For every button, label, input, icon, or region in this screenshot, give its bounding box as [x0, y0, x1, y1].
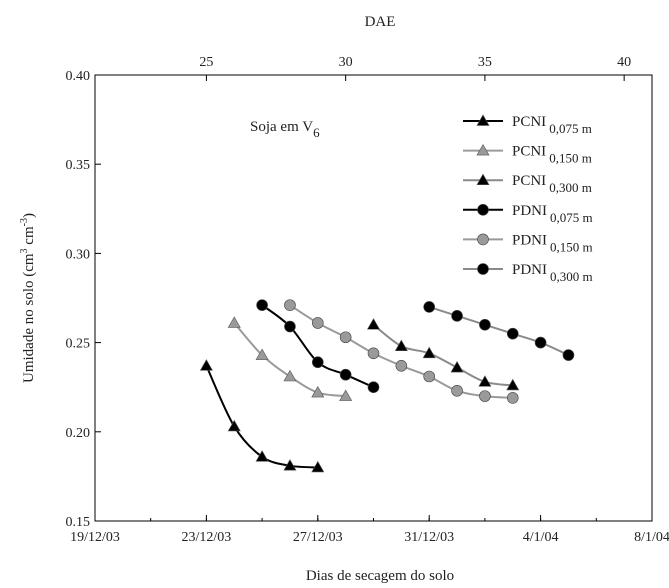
- stage-annotation: Soja em V6: [250, 119, 320, 140]
- y-tick-label: 0.40: [66, 69, 91, 84]
- data-point: [227, 419, 241, 432]
- x-tick-label: 8/1/04: [634, 530, 669, 545]
- legend-item: PDNI 0,150 m: [463, 232, 593, 254]
- data-point: [284, 299, 296, 311]
- data-point: [450, 360, 464, 373]
- data-point: [339, 389, 353, 401]
- legend-label: PDNI 0,075 m: [512, 203, 593, 225]
- data-point: [311, 356, 324, 369]
- data-point: [284, 320, 296, 333]
- y-tick-label: 0.35: [66, 158, 91, 173]
- series-line: [372, 323, 513, 387]
- series-1: [227, 316, 353, 401]
- legend-label: PCNI 0,075 m: [512, 114, 592, 136]
- x-tick-label: 27/12/03: [293, 530, 343, 545]
- data-point: [199, 359, 213, 371]
- series-line: [233, 322, 346, 398]
- data-point: [255, 450, 269, 462]
- data-point: [451, 310, 463, 322]
- series-line: [289, 304, 513, 399]
- x2-tick-label: 30: [339, 55, 353, 70]
- legend-marker: [476, 173, 490, 185]
- series-5: [423, 301, 575, 361]
- legend-item: PCNI 0,300 m: [463, 173, 592, 195]
- data-point: [506, 392, 519, 404]
- data-point: [339, 331, 352, 344]
- data-point: [367, 381, 380, 394]
- data-point: [283, 459, 297, 471]
- data-point: [479, 390, 491, 402]
- x-tick-label: 23/12/03: [182, 530, 232, 545]
- x-axis-top: 25 30 35 40: [199, 55, 631, 81]
- legend-item: PDNI 0,300 m: [463, 262, 593, 284]
- legend-item: PDNI 0,075 m: [463, 203, 593, 225]
- data-point: [394, 339, 408, 351]
- series-line: [428, 305, 569, 357]
- data-point: [311, 317, 324, 329]
- x-axis-bottom: 19/12/03 23/12/03 27/12/03 31/12/03 4/1/04 8/…: [70, 515, 669, 545]
- legend-label: PDNI 0,300 m: [512, 262, 593, 284]
- data-point: [311, 385, 325, 398]
- x-tick-label: 31/12/03: [404, 530, 454, 545]
- legend-marker: [476, 114, 490, 126]
- data-point: [534, 336, 547, 349]
- y-tick-label: 0.15: [66, 515, 91, 530]
- data-point: [227, 316, 241, 328]
- legend-label: PDNI 0,150 m: [512, 232, 593, 254]
- data-point: [479, 318, 491, 331]
- x2-tick-label: 40: [617, 55, 631, 70]
- data-point: [506, 378, 520, 391]
- data-point: [366, 318, 381, 330]
- data-point: [339, 368, 352, 381]
- legend-item: PCNI 0,150 m: [463, 144, 592, 166]
- data-point: [255, 348, 269, 360]
- x-tick-label: 4/1/04: [523, 530, 559, 545]
- data-point: [506, 327, 519, 340]
- data-point: [311, 460, 325, 473]
- x2-tick-label: 25: [199, 55, 213, 70]
- x2-tick-label: 35: [478, 55, 492, 70]
- data-point: [256, 299, 268, 311]
- data-point: [422, 346, 436, 359]
- data-point: [562, 349, 575, 361]
- plot-frame: [94, 74, 653, 522]
- x-axis-title: Dias de secagem do solo: [306, 568, 454, 584]
- series-4: [284, 299, 519, 404]
- y-tick-label: 0.30: [66, 247, 91, 262]
- y-axis-title: Umidade no solo (cm3 cm-3): [19, 213, 37, 383]
- legend-item: PCNI 0,075 m: [463, 114, 592, 136]
- legend-label: PCNI 0,300 m: [512, 173, 592, 195]
- legend-label: PCNI 0,150 m: [512, 144, 592, 166]
- legend: PCNI 0,075 m PCNI 0,150 m PCNI 0,300 m PDNI 0,0…: [463, 114, 593, 284]
- y-tick-label: 0.25: [66, 337, 91, 352]
- x-tick-label: 19/12/03: [70, 530, 120, 545]
- series-2: [366, 318, 520, 391]
- data-point: [423, 370, 436, 383]
- legend-marker: [477, 204, 489, 216]
- series-0: [199, 359, 325, 473]
- y-tick-label: 0.20: [66, 426, 91, 441]
- data-point: [478, 375, 492, 387]
- legend-marker: [477, 233, 489, 246]
- data-point: [367, 347, 380, 360]
- data-point: [423, 301, 436, 313]
- data-point: [395, 359, 408, 372]
- data-point: [283, 369, 297, 382]
- series-3: [256, 299, 380, 394]
- legend-marker: [477, 263, 489, 275]
- series-layer: [199, 299, 575, 473]
- data-point: [451, 384, 463, 397]
- y-axis: 0.15 0.20 0.25 0.30 0.35 0.40: [66, 69, 101, 530]
- top-axis-title: DAE: [365, 14, 396, 30]
- legend-marker: [476, 143, 490, 156]
